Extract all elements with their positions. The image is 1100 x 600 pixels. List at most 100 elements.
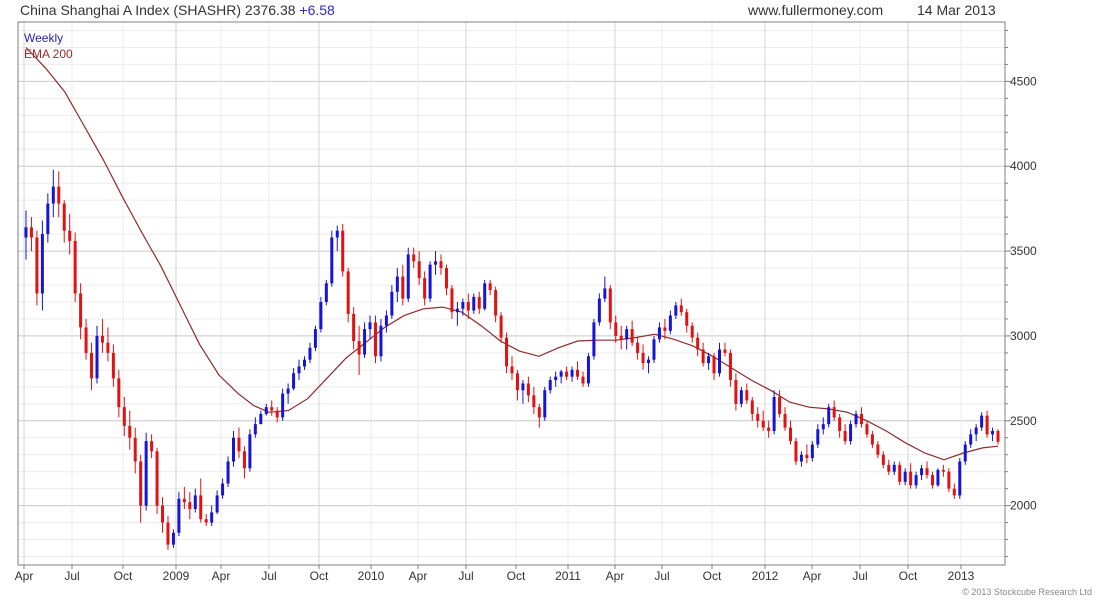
candle (242, 446, 246, 479)
x-tick-label: Jul (261, 569, 276, 583)
candle-body (150, 441, 154, 452)
ema-line-layer (25, 47, 999, 461)
candle (62, 200, 66, 243)
candle (434, 251, 438, 275)
candle (461, 298, 465, 316)
candle (221, 478, 225, 499)
candle (690, 322, 694, 343)
candle-body (412, 254, 416, 262)
candle-body (264, 407, 268, 414)
candle-body (985, 415, 989, 435)
candle (772, 390, 776, 435)
candle (734, 373, 738, 411)
candle (373, 315, 377, 364)
y-tick-label: 2500 (1010, 414, 1037, 428)
candle (494, 286, 498, 323)
candle-body (838, 417, 842, 431)
candle (352, 307, 356, 350)
x-tick-label: Oct (310, 569, 329, 583)
candle (985, 410, 989, 438)
candle (810, 441, 814, 462)
candle-body (51, 186, 55, 204)
copyright: © 2013 Stockcube Research Ltd (962, 587, 1092, 597)
candle (663, 318, 667, 340)
site-link[interactable]: www.fullermoney.com (748, 2, 884, 18)
candle-body (330, 237, 334, 284)
candle-body (106, 342, 110, 353)
candle-body (395, 276, 399, 292)
candle (302, 356, 306, 370)
candle-body (565, 371, 569, 377)
candle (57, 171, 61, 218)
candle-body (494, 290, 498, 316)
x-tick-label: Oct (114, 569, 133, 583)
candle-body (843, 430, 847, 442)
candle-body (210, 512, 214, 523)
candle (161, 497, 165, 533)
y-tick-label: 3500 (1010, 244, 1037, 258)
x-tick-label: Jul (64, 569, 79, 583)
candle-body (515, 373, 519, 391)
candle-body (270, 407, 274, 411)
candle (188, 492, 192, 520)
candle-body (859, 413, 863, 425)
candle (958, 458, 962, 499)
candle (90, 342, 94, 391)
candle (122, 397, 126, 437)
candle (936, 468, 940, 487)
candle-body (79, 293, 83, 328)
candle-body (133, 437, 137, 462)
candle-body (510, 366, 514, 374)
candle-body (68, 230, 72, 241)
candles-layer (24, 169, 1000, 550)
candle (368, 315, 372, 340)
candle-body (674, 305, 678, 316)
candle-body (854, 413, 858, 425)
candle (95, 325, 99, 384)
candle (532, 386, 536, 414)
candle (390, 285, 394, 319)
candle (100, 318, 104, 353)
candle (182, 486, 186, 510)
legend-weekly: Weekly (24, 31, 63, 45)
candle (586, 352, 590, 387)
candle (308, 342, 312, 364)
candle (226, 456, 230, 487)
candle-body (952, 488, 956, 496)
candle-body (357, 341, 361, 355)
legend-ema: EMA 200 (24, 47, 73, 61)
candle-body (870, 434, 874, 445)
candle (608, 285, 612, 330)
candle (832, 400, 836, 421)
candle (903, 468, 907, 486)
candle (925, 461, 929, 479)
candle (701, 342, 705, 367)
candle-body (892, 464, 896, 472)
candle (745, 383, 749, 404)
candle (346, 268, 350, 323)
candle-body (532, 395, 536, 408)
candle (423, 271, 427, 306)
candle-body (73, 240, 77, 294)
candle (335, 225, 339, 252)
ema-200-line (25, 47, 999, 461)
candle-body (756, 413, 760, 421)
candle-body (723, 349, 727, 353)
candle (570, 366, 574, 382)
candle-body (701, 349, 705, 364)
candle (515, 369, 519, 401)
candle (636, 337, 640, 360)
candle (930, 471, 934, 489)
candle-body (974, 427, 978, 435)
candle-body (24, 227, 28, 238)
candle (870, 430, 874, 448)
candle-body (718, 349, 722, 374)
candle (821, 417, 825, 435)
candle-body (90, 352, 94, 379)
candle (892, 461, 896, 476)
candle (554, 371, 558, 387)
candle-body (253, 424, 257, 435)
candle-body (750, 400, 754, 414)
candle (286, 383, 290, 404)
